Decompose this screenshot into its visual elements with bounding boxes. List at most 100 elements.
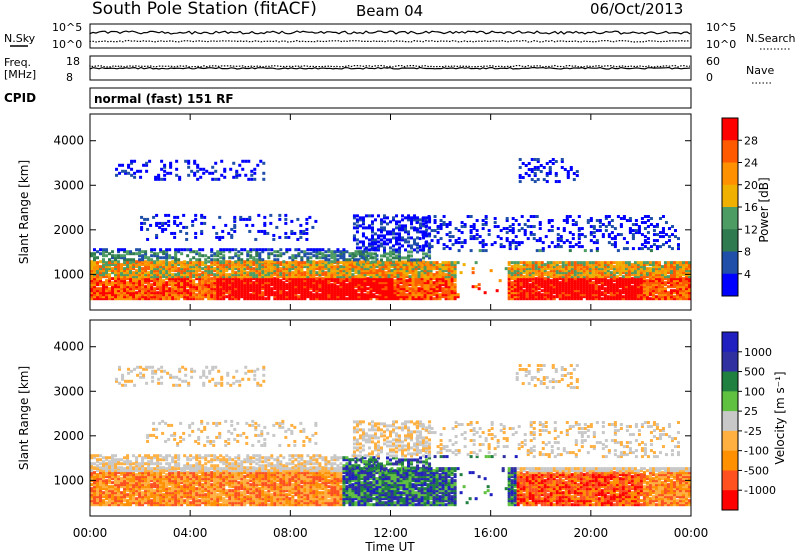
heatmap-cell bbox=[639, 291, 643, 295]
heatmap-cell bbox=[288, 291, 292, 295]
heatmap-cell bbox=[558, 273, 562, 277]
heatmap-cell bbox=[550, 225, 554, 229]
heatmap-cell bbox=[108, 279, 112, 283]
heatmap-cell bbox=[267, 289, 271, 293]
heatmap-cell bbox=[96, 263, 100, 267]
heatmap-cell bbox=[270, 265, 274, 269]
heatmap-cell bbox=[399, 265, 403, 269]
heatmap-cell bbox=[388, 246, 392, 250]
heatmap-cell bbox=[126, 503, 130, 507]
heatmap-cell bbox=[282, 275, 286, 279]
heatmap-cell bbox=[282, 297, 286, 301]
heatmap-cell bbox=[588, 281, 592, 285]
heatmap-cell bbox=[510, 281, 514, 285]
heatmap-cell bbox=[96, 481, 100, 485]
heatmap-cell bbox=[318, 248, 322, 252]
heatmap-cell bbox=[430, 245, 434, 249]
heatmap-cell bbox=[169, 161, 173, 165]
heatmap-cell bbox=[539, 164, 543, 168]
heatmap-cell bbox=[637, 225, 641, 229]
heatmap-cell bbox=[96, 495, 100, 499]
heatmap-cell bbox=[405, 261, 409, 265]
heatmap-cell bbox=[591, 287, 595, 291]
heatmap-cell bbox=[576, 285, 580, 289]
heatmap-cell bbox=[162, 291, 166, 295]
heatmap-cell bbox=[395, 240, 399, 244]
heatmap-cell bbox=[294, 248, 298, 252]
heatmap-cell bbox=[233, 223, 237, 227]
heatmap-cell bbox=[189, 258, 193, 262]
heatmap-cell bbox=[549, 285, 553, 289]
heatmap-cell bbox=[651, 297, 655, 301]
heatmap-cell bbox=[355, 220, 359, 224]
heatmap-cell bbox=[571, 233, 575, 237]
heatmap-cell bbox=[681, 269, 685, 273]
heatmap-cell bbox=[519, 273, 523, 277]
heatmap-cell bbox=[291, 281, 295, 285]
heatmap-cell bbox=[129, 473, 133, 477]
date-label: 06/Oct/2013 bbox=[590, 0, 683, 18]
heatmap-cell bbox=[474, 261, 478, 265]
heatmap-cell bbox=[603, 287, 607, 291]
heatmap-cell bbox=[453, 265, 457, 269]
heatmap-cell bbox=[168, 287, 172, 291]
heatmap-cell bbox=[105, 269, 109, 273]
heatmap-cell bbox=[508, 225, 512, 229]
heatmap-cell bbox=[651, 275, 655, 279]
heatmap-cell bbox=[120, 481, 124, 485]
heatmap-cell bbox=[573, 275, 577, 279]
colorbar-swatch bbox=[722, 118, 738, 141]
heatmap-cell bbox=[196, 177, 200, 181]
heatmap-cell bbox=[102, 265, 106, 269]
heatmap-cell bbox=[432, 293, 436, 297]
heatmap-cell bbox=[222, 254, 226, 258]
heatmap-cell bbox=[171, 293, 175, 297]
heatmap-cell bbox=[675, 261, 679, 265]
heatmap-cell bbox=[114, 279, 118, 283]
heatmap-cell bbox=[279, 269, 283, 273]
heatmap-cell bbox=[321, 263, 325, 267]
heatmap-cell bbox=[410, 226, 414, 230]
heatmap-cell bbox=[571, 237, 575, 241]
heatmap-cell bbox=[312, 281, 316, 285]
heatmap-cell bbox=[189, 261, 193, 265]
heatmap-cell bbox=[442, 215, 446, 219]
heatmap-cell bbox=[285, 265, 289, 269]
heatmap-cell bbox=[642, 263, 646, 267]
heatmap-cell bbox=[392, 216, 396, 220]
heatmap-cell bbox=[249, 279, 253, 283]
heatmap-cell bbox=[216, 252, 220, 256]
heatmap-cell bbox=[138, 289, 142, 293]
heatmap-cell bbox=[279, 279, 283, 283]
heatmap-cell bbox=[645, 285, 649, 289]
heatmap-cell bbox=[333, 287, 337, 291]
heatmap-cell bbox=[588, 283, 592, 287]
heatmap-cell bbox=[108, 503, 112, 507]
heatmap-cell bbox=[135, 269, 139, 273]
heatmap-cell bbox=[120, 291, 124, 295]
heatmap-cell bbox=[369, 273, 373, 277]
heatmap-cell bbox=[207, 287, 211, 291]
heatmap-cell bbox=[642, 279, 646, 283]
heatmap-cell bbox=[594, 279, 598, 283]
heatmap-cell bbox=[96, 279, 100, 283]
heatmap-cell bbox=[390, 279, 394, 283]
heatmap-cell bbox=[299, 229, 303, 233]
heatmap-cell bbox=[435, 287, 439, 291]
heatmap-cell bbox=[102, 485, 106, 489]
heatmap-cell bbox=[126, 473, 130, 477]
heatmap-cell bbox=[93, 265, 97, 269]
heatmap-cell bbox=[171, 295, 175, 299]
heatmap-cell bbox=[645, 293, 649, 297]
heatmap-cell bbox=[175, 159, 179, 163]
heatmap-cell bbox=[312, 279, 316, 283]
heatmap-cell bbox=[390, 283, 394, 287]
heatmap-cell bbox=[537, 273, 541, 277]
heatmap-cell bbox=[105, 297, 109, 301]
heatmap-cell bbox=[99, 497, 103, 501]
heatmap-cell bbox=[603, 273, 607, 277]
heatmap-cell bbox=[543, 263, 547, 267]
heatmap-cell bbox=[288, 289, 292, 293]
heatmap-cell bbox=[153, 291, 157, 295]
heatmap-cell bbox=[364, 246, 368, 250]
